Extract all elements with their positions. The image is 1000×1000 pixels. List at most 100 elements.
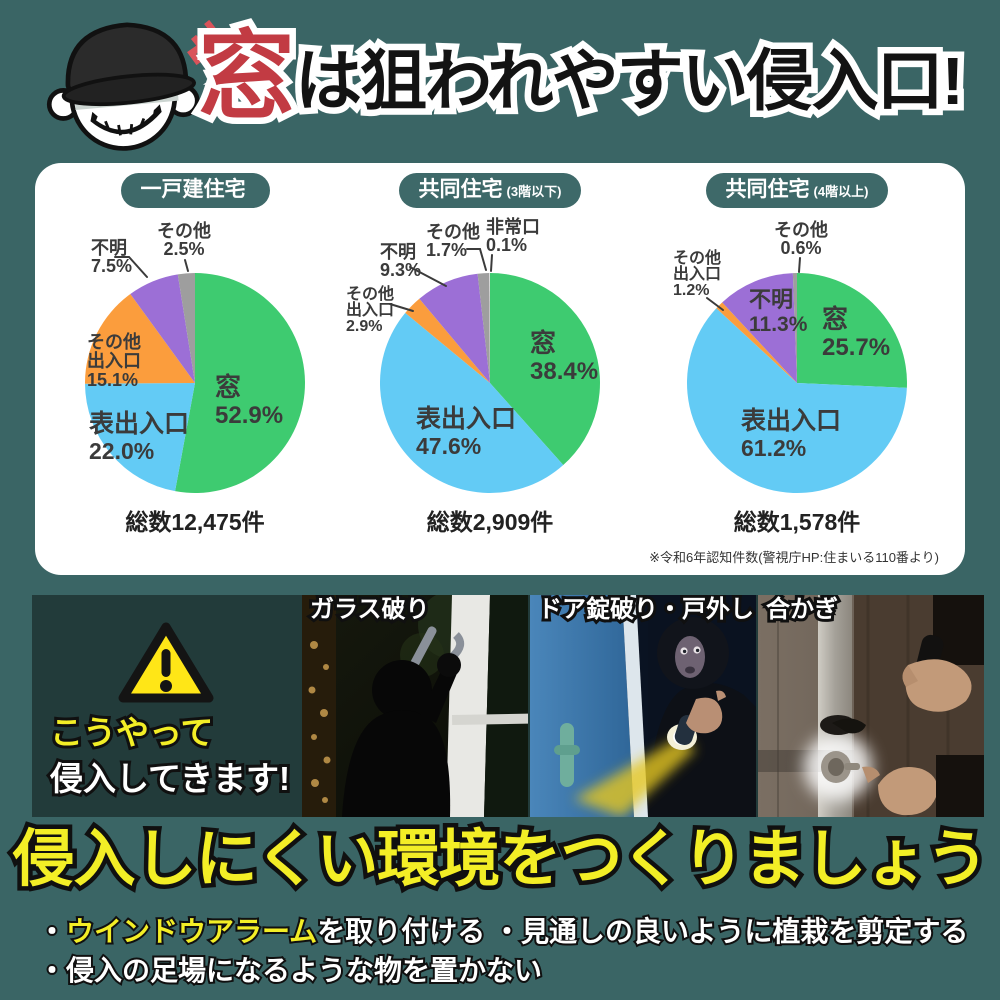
method-photo-duplicate-key: 合かぎ (758, 595, 984, 817)
chart-badge-title: 一戸建住宅 (140, 178, 246, 201)
pie-label: 25.7% (822, 334, 890, 361)
photo-label: 合かぎ (766, 596, 838, 624)
pie-label: 1.7% (426, 240, 467, 260)
pie-label: 52.9% (215, 402, 283, 429)
pie-label: 表出入口 (741, 407, 841, 435)
chart-column-detached: 一戸建住宅 窓 52.9% 表出入口 22.0% その他 出入口 15.1% 不明 7.5% その… (43, 169, 347, 537)
photo-label: ドア錠破り・戸外し (538, 596, 754, 624)
advice-headline: 侵入しにくい環境をつくりましょう (13, 825, 989, 894)
pie-label: その他 (346, 284, 394, 303)
pie-label: 38.4% (530, 358, 598, 385)
pie-label: 出入口 (673, 264, 721, 283)
intrusion-methods-strip: こうやって 侵入してきます! (32, 595, 984, 817)
pie-label: 出入口 (87, 350, 141, 371)
pie-slice (490, 273, 600, 466)
pie-label: 0.1% (486, 235, 527, 255)
pie-slice (716, 302, 797, 384)
chart-badge: 共同住宅 (4階以上) (705, 173, 889, 209)
pie-label: 2.9% (346, 318, 382, 335)
pie-slice (797, 273, 907, 388)
chart-badge-subtitle: (3階以下) (506, 184, 562, 199)
label-leader-line (389, 303, 414, 313)
label-leader-line (184, 259, 189, 273)
pie-slice (419, 273, 490, 384)
label-leader-line (466, 248, 487, 272)
source-footnote: ※令和6年認知件数(警視庁HP:住まいる110番より) (649, 550, 939, 565)
warning-text-line2: 侵入してきます! (50, 760, 300, 797)
bullet-text: ・見通しの良いように植栽を剪定する (493, 916, 969, 948)
chart-badge-subtitle: (4階以上) (813, 184, 869, 199)
pie-label: 非常口 (486, 216, 540, 237)
pie-label: 9.3% (380, 260, 421, 280)
pie-label: その他 (426, 221, 480, 242)
pie-label: その他 (774, 219, 828, 240)
pie-label: 11.3% (749, 313, 808, 336)
glass-breaking-photo-illustration (302, 595, 528, 817)
title-rest-text: は狙われやすい侵入口! (295, 45, 964, 119)
method-photo-glass-breaking: ガラス破り (302, 595, 528, 817)
warning-box: こうやって 侵入してきます! (32, 595, 300, 817)
pie-label: 61.2% (741, 435, 806, 461)
charts-panel: 一戸建住宅 窓 52.9% 表出入口 22.0% その他 出入口 15.1% 不明 7.5% その… (35, 163, 965, 575)
bullet-text: ・侵入の足場になるような物を置かない (38, 955, 542, 987)
pie-label: 22.0% (89, 438, 154, 464)
warning-icon (118, 622, 214, 703)
chart-total: 総数1,578件 (733, 509, 861, 536)
label-leader-line (706, 297, 724, 312)
pie-slice (177, 273, 195, 384)
method-photo-door-lock: ドア錠破り・戸外し (530, 595, 756, 817)
warning-text-line1: こうやって (50, 714, 300, 751)
pie-label: 窓 (215, 372, 241, 402)
advice-section: 侵入しにくい環境をつくりましょう (0, 825, 1000, 894)
pie-slice (379, 312, 564, 494)
pie-label: 不明 (380, 242, 416, 262)
label-leader-line (490, 254, 493, 273)
duplicate-key-photo-illustration (758, 595, 984, 817)
pie-slice (84, 294, 195, 384)
pie-label: その他 (673, 248, 721, 267)
pie-slice (477, 273, 490, 384)
chart-badge-title: 共同住宅 (418, 178, 503, 201)
chart-badge-title: 共同住宅 (725, 178, 810, 201)
bullet-line-2: ・侵入の足場になるような物を置かない (38, 951, 978, 990)
pie-slice (722, 273, 797, 384)
pie-label: 不明 (91, 238, 127, 258)
label-leader-line (114, 256, 148, 279)
pie-label: 窓 (822, 304, 848, 334)
bullet-marker: ・ (38, 916, 66, 948)
pie-label: 7.5% (91, 256, 132, 276)
door-lock-photo-illustration (530, 595, 756, 817)
chart-total: 総数12,475件 (125, 509, 265, 536)
chart-badge: 一戸建住宅 (120, 173, 270, 209)
pie-slice (686, 308, 907, 494)
pie-chart: 窓38.4%表出入口47.6%その他出入口2.9%不明9.3%その他1.7%非常… (346, 216, 600, 494)
chart-column-apartment-high: 共同住宅 (4階以上) 窓 25.7% 表出入口 61.2% その他 出入口 1.2% 不明 11… (645, 169, 949, 537)
pie-label: 表出入口 (416, 405, 516, 433)
pie-label: 1.2% (673, 282, 709, 299)
pie-label: その他 (87, 331, 141, 352)
label-leader-line (798, 257, 801, 274)
pie-slice (85, 383, 195, 492)
burglar-face-icon (46, 19, 216, 151)
pie-label: 2.5% (163, 239, 204, 259)
bullet-highlight-window-alarm: ウインドウアラーム (66, 916, 317, 948)
chart-total: 総数2,909件 (426, 509, 554, 536)
pie-label: 不明 (749, 287, 793, 312)
title-accent-char: 窓 (198, 23, 295, 131)
bullet-text: を取り付ける (317, 916, 493, 948)
pie-label: 出入口 (346, 300, 394, 319)
pie-label: その他 (157, 220, 211, 241)
pie-slice (130, 274, 195, 384)
photo-label: ガラス破り (310, 596, 430, 624)
pie-label: 0.6% (780, 238, 821, 258)
advice-bullets: ・ウインドウアラームを取り付ける ・見通しの良いように植栽を剪定する ・侵入の足… (38, 912, 978, 990)
pie-label: 47.6% (416, 433, 481, 459)
label-leader-line (409, 266, 447, 288)
pie-slice (405, 298, 490, 384)
chart-column-apartment-low: 共同住宅 (3階以下) 窓 38.4% 表出入口 47.6% その他 出入口 2.9% 不明 9.… (338, 169, 642, 537)
